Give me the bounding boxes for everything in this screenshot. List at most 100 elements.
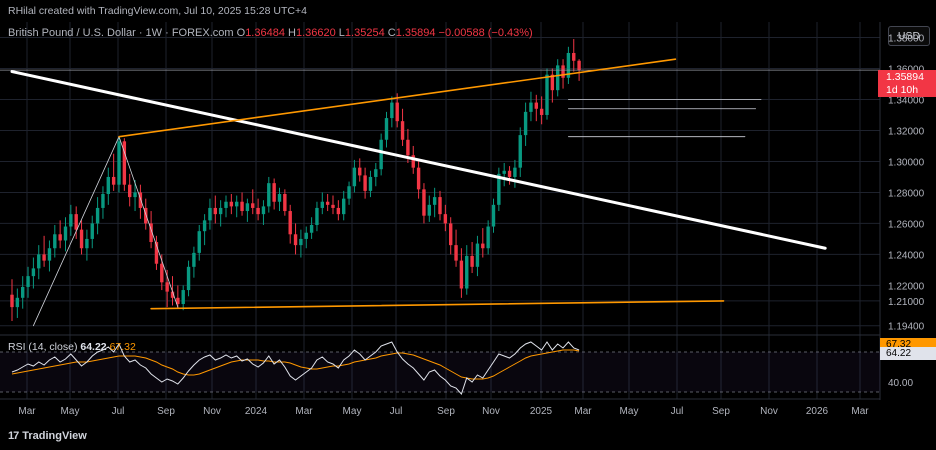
candle-body bbox=[21, 286, 25, 298]
candle-body bbox=[122, 141, 127, 185]
time-tick-label: Sep bbox=[157, 406, 175, 417]
candle-body bbox=[106, 176, 110, 194]
candle-body bbox=[556, 65, 560, 91]
time-axis: Mar May Jul Sep Nov 2024 Mar May Jul Sep Nov 2025 Ma… bbox=[18, 406, 869, 417]
candle-body bbox=[170, 291, 175, 298]
candle-body bbox=[111, 176, 116, 185]
last-price-tag: 1.35894 1d 10h bbox=[878, 70, 936, 97]
time-tick-label: Mar bbox=[574, 406, 592, 417]
candle-body bbox=[74, 214, 78, 230]
candle-body bbox=[267, 183, 271, 207]
candle-body bbox=[432, 197, 437, 205]
symbol-legend[interactable]: British Pound / U.S. Dollar · 1W · FOREX… bbox=[8, 27, 533, 39]
candle-body bbox=[288, 211, 292, 235]
candle-body bbox=[165, 282, 169, 292]
rsi-value-tag: 64.22 bbox=[880, 347, 936, 360]
rsi-tick-label: 40.00 bbox=[888, 378, 913, 389]
candle-body bbox=[379, 139, 383, 170]
open-label: O bbox=[236, 27, 246, 39]
candle-body bbox=[400, 121, 405, 140]
price-chart[interactable]: 1.38000 1.36000 1.34000 1.32000 1.30000 1.280… bbox=[0, 0, 936, 424]
candle-body bbox=[202, 220, 207, 232]
candle-body bbox=[507, 170, 512, 177]
candle-body bbox=[58, 234, 62, 241]
candle-body bbox=[422, 189, 426, 216]
time-tick-label: Sep bbox=[437, 406, 455, 417]
candle-body bbox=[347, 186, 351, 199]
candle-body bbox=[42, 254, 46, 261]
candle-body bbox=[481, 243, 485, 249]
creator-line: RHilal created with TradingView.com, Jul… bbox=[8, 5, 307, 17]
candle-body bbox=[411, 155, 415, 168]
candle-body bbox=[470, 255, 474, 267]
candle-body bbox=[299, 238, 303, 246]
candle-body bbox=[304, 232, 308, 239]
candle-body bbox=[293, 234, 298, 246]
low-label: L bbox=[338, 27, 345, 39]
currency-button[interactable]: USD bbox=[888, 26, 930, 46]
brand-name: TradingView bbox=[22, 430, 87, 442]
candle-body bbox=[577, 60, 581, 71]
price-tick-label: 1.28000 bbox=[888, 188, 925, 199]
candle-body bbox=[550, 74, 555, 91]
candle-body bbox=[513, 167, 517, 177]
candle-body bbox=[256, 207, 260, 215]
ascending-resistance-line bbox=[118, 58, 677, 138]
candle-body bbox=[336, 207, 341, 215]
price-tick-label: 1.36000 bbox=[888, 64, 925, 75]
change-value: −0.00588 (−0.43%) bbox=[438, 27, 533, 39]
footer: 17 TradingView bbox=[0, 424, 936, 450]
last-price: 1.35894 bbox=[886, 71, 924, 83]
trend-leg-line bbox=[33, 136, 120, 327]
rsi-value: 64.22 bbox=[80, 341, 107, 353]
price-tick-label: 1.19400 bbox=[888, 322, 925, 333]
time-tick-label: Mar bbox=[18, 406, 36, 417]
candle-body bbox=[315, 207, 319, 225]
candle-body bbox=[438, 197, 442, 215]
candle-body bbox=[154, 242, 159, 264]
candle-body bbox=[475, 243, 480, 267]
time-tick-label: Nov bbox=[760, 406, 778, 417]
price-axis: 1.38000 1.36000 1.34000 1.32000 1.30000 1.280… bbox=[888, 33, 925, 332]
candle-body bbox=[272, 183, 276, 202]
candle-body bbox=[491, 204, 496, 227]
symbol-title: British Pound / U.S. Dollar · 1W · FOREX… bbox=[8, 27, 234, 39]
rsi-axis: 40.00 bbox=[888, 378, 913, 389]
descending-trendline bbox=[10, 70, 827, 250]
candle-body bbox=[502, 170, 506, 174]
price-tick-label: 1.38000 bbox=[888, 33, 925, 44]
price-tick-label: 1.22000 bbox=[888, 281, 925, 292]
rsi-legend[interactable]: RSI (14, close) 64.22 67.32 bbox=[8, 341, 136, 353]
candle-body bbox=[309, 224, 314, 233]
tradingview-logo[interactable]: 17 TradingView bbox=[8, 430, 87, 442]
time-tick-label: May bbox=[343, 406, 362, 417]
candle-body bbox=[561, 65, 565, 78]
candle-body bbox=[149, 223, 153, 243]
candle-body bbox=[363, 175, 367, 191]
price-tick-label: 1.26000 bbox=[888, 219, 925, 230]
price-tick-label: 1.32000 bbox=[888, 126, 925, 137]
candle-body bbox=[10, 294, 14, 308]
candle-body bbox=[144, 207, 148, 224]
candle-body bbox=[224, 201, 228, 208]
rsi-ma-value: 67.32 bbox=[109, 341, 136, 353]
candle-body bbox=[101, 193, 105, 208]
close-value: 1.35894 bbox=[395, 27, 436, 39]
candle-body bbox=[352, 167, 357, 187]
candle-body bbox=[235, 201, 239, 207]
time-tick-label: May bbox=[61, 406, 80, 417]
candle-body bbox=[331, 204, 335, 208]
candle-body bbox=[523, 111, 528, 136]
grid bbox=[0, 22, 880, 399]
time-tick-label: Mar bbox=[295, 406, 313, 417]
candle-body bbox=[277, 193, 282, 202]
rsi-lines bbox=[11, 341, 580, 395]
time-tick-label: 2024 bbox=[245, 406, 268, 417]
candle-body bbox=[395, 102, 399, 122]
time-tick-label: May bbox=[620, 406, 639, 417]
candle-body bbox=[390, 102, 394, 119]
candle-body bbox=[186, 266, 191, 291]
price-tick-label: 1.24000 bbox=[888, 250, 925, 261]
close-label: C bbox=[387, 27, 396, 39]
candle-body bbox=[95, 207, 100, 224]
